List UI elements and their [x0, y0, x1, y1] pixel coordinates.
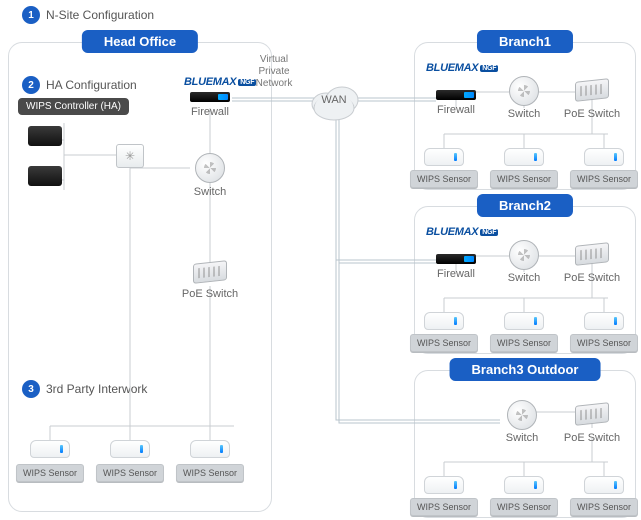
poe-label-ho: PoE Switch [182, 288, 238, 300]
switch-icon-b2 [509, 240, 539, 270]
firewall-label-b1: Firewall [437, 104, 475, 116]
callout-nsite: 1 N-Site Configuration [18, 6, 158, 24]
controller-icon-1 [28, 126, 62, 146]
sensor-icon [504, 312, 544, 330]
sensor-label: WIPS Sensor [16, 464, 84, 482]
poe-icon-ho [193, 260, 227, 284]
diagram-root: 1 N-Site Configuration Head Office 2 HA … [0, 0, 641, 520]
callout-text-3: 3rd Party Interwork [46, 382, 147, 396]
sensor-icon [30, 440, 70, 458]
panel-branch3: Branch3 Outdoor [414, 370, 636, 518]
sensor-label: WIPS Sensor [96, 464, 164, 482]
sensor-label: WIPS Sensor [490, 334, 558, 352]
sensor-icon [504, 148, 544, 166]
callout-badge-3: 3 [22, 380, 40, 398]
sensor-icon [584, 312, 624, 330]
callout-badge-2: 2 [22, 76, 40, 94]
poe-icon-b2 [575, 242, 609, 266]
callout-3rd: 3 3rd Party Interwork [18, 380, 151, 398]
poe-label-b3: PoE Switch [564, 432, 620, 444]
sensor-label: WIPS Sensor [570, 498, 638, 516]
sensor-icon [584, 148, 624, 166]
bluemax-logo-b2: BLUEMAXNGF [426, 226, 498, 238]
sensor-label: WIPS Sensor [410, 170, 478, 188]
switch-label-b1: Switch [508, 108, 540, 120]
title-branch2: Branch2 [477, 194, 573, 217]
sensor-label: WIPS Sensor [176, 464, 244, 482]
switch-label-b2: Switch [508, 272, 540, 284]
callout-text-2: HA Configuration [46, 78, 137, 92]
title-branch1: Branch1 [477, 30, 573, 53]
controller-icon-2 [28, 166, 62, 186]
sensor-icon [190, 440, 230, 458]
poe-label-b1: PoE Switch [564, 108, 620, 120]
callout-text-1: N-Site Configuration [46, 8, 154, 22]
sensor-icon [584, 476, 624, 494]
wan-cloud: WAN [304, 78, 364, 125]
firewall-label-b2: Firewall [437, 268, 475, 280]
poe-icon-b3 [575, 402, 609, 426]
switch-icon-ho [195, 153, 225, 183]
sensor-icon [424, 476, 464, 494]
title-branch3: Branch3 Outdoor [450, 358, 601, 381]
sensor-label: WIPS Sensor [410, 334, 478, 352]
sensor-label: WIPS Sensor [570, 170, 638, 188]
bluemax-logo-b1: BLUEMAXNGF [426, 62, 498, 74]
poe-label-b2: PoE Switch [564, 272, 620, 284]
sensor-label: WIPS Sensor [410, 498, 478, 516]
bluemax-logo-ho: BLUEMAXNGF [184, 76, 256, 88]
firewall-icon-b1 [436, 90, 476, 100]
sensor-label: WIPS Sensor [490, 170, 558, 188]
switch-label-b3: Switch [506, 432, 538, 444]
sensor-icon [424, 148, 464, 166]
firewall-icon-ho [190, 92, 230, 102]
sensor-label: WIPS Sensor [490, 498, 558, 516]
junction-switch-icon [116, 144, 144, 168]
sensor-icon [110, 440, 150, 458]
wan-label: WAN [304, 94, 364, 106]
firewall-label-ho: Firewall [191, 106, 229, 118]
callout-badge-1: 1 [22, 6, 40, 24]
title-head-office: Head Office [82, 30, 198, 53]
sensor-label: WIPS Sensor [570, 334, 638, 352]
switch-icon-b1 [509, 76, 539, 106]
sensor-icon [504, 476, 544, 494]
poe-icon-b1 [575, 78, 609, 102]
switch-label-ho: Switch [194, 186, 226, 198]
callout-ha: 2 HA Configuration [18, 76, 141, 94]
sensor-icon [424, 312, 464, 330]
switch-icon-b3 [507, 400, 537, 430]
label-wips-controller: WIPS Controller (HA) [18, 98, 129, 115]
firewall-icon-b2 [436, 254, 476, 264]
